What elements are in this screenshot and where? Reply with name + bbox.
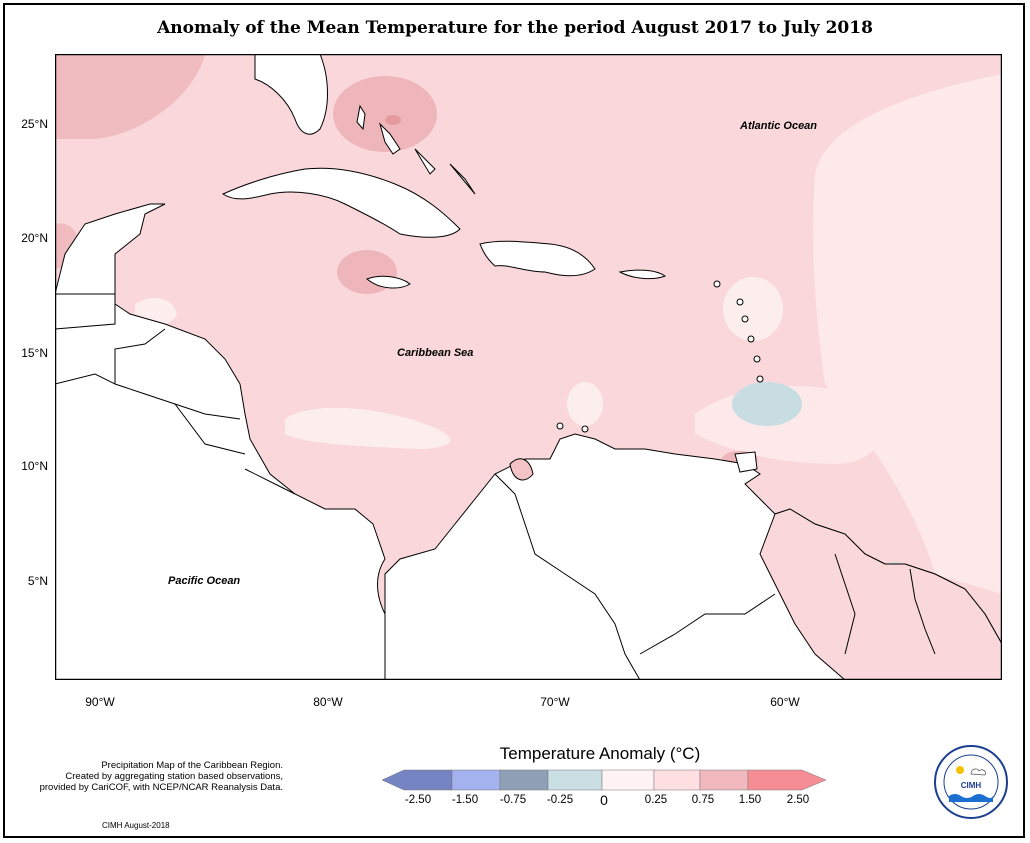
map-border <box>55 54 1002 680</box>
colorbar-bin <box>601 769 655 791</box>
yucatan-box <box>55 293 116 330</box>
cool-spot-grenada <box>732 382 802 426</box>
map-credit: CIMH August-2018 <box>102 821 170 830</box>
figure-frame <box>3 3 1025 838</box>
footnote-line: Created by aggregating station based obs… <box>65 771 283 782</box>
warm-spot-bahamas <box>333 76 437 152</box>
colorbar-tick: -0.75 <box>499 794 527 806</box>
sun-icon <box>956 766 964 774</box>
land-bahamas-2 <box>379 122 401 155</box>
colorbar-tick: -1.50 <box>451 794 479 806</box>
land-puerto-rico <box>618 269 667 280</box>
label-atlantic-ocean: Atlantic Ocean <box>740 120 818 132</box>
legend-title: Temperature Anomaly (°C) <box>499 744 701 763</box>
lat-label-10: 10°N <box>21 459 48 473</box>
land-bahamas-4 <box>449 163 476 195</box>
colorbar-tick: 2.50 <box>786 794 810 806</box>
near-zero-band-caribbean <box>285 407 450 449</box>
lon-label-70: 70°W <box>540 695 570 709</box>
border-venezuela-brazil <box>639 593 776 655</box>
colorbar-bin-lowest <box>382 769 453 791</box>
land-trinidad <box>734 451 758 473</box>
land-central-america <box>55 203 386 680</box>
land-antilles-1 <box>713 280 721 288</box>
land-bahamas-1 <box>356 104 366 131</box>
near-zero-lesser-antilles <box>723 277 783 341</box>
colorbar-tick: 0 <box>600 792 608 808</box>
land-jamaica <box>366 275 411 289</box>
footnote-line: Precipitation Map of the Caribbean Regio… <box>101 760 283 771</box>
map-title: Anomaly of the Mean Temperature for the … <box>157 18 873 38</box>
warm-spot-bahamas-core <box>385 115 401 125</box>
colorbar-bin <box>699 769 749 791</box>
lat-label-25: 25°N <box>21 117 48 131</box>
guianas-anomaly <box>759 508 1002 680</box>
border-nicaragua <box>174 403 246 455</box>
lon-label-60: 60°W <box>770 695 800 709</box>
land-cuba <box>221 167 461 238</box>
venezuela-lake <box>509 458 534 481</box>
wave-icon <box>949 794 993 802</box>
border-suriname-guiana <box>909 568 936 655</box>
border-mexico-guatemala <box>55 328 166 385</box>
colorbar-tick: 1.50 <box>738 794 762 806</box>
land-aruba <box>556 422 564 430</box>
border-costa-rica <box>244 468 296 495</box>
land-antilles-3 <box>741 315 749 323</box>
lat-label-5: 5°N <box>27 574 48 588</box>
colorbar-bin <box>547 769 603 791</box>
colorbar-tick: -2.50 <box>404 794 432 806</box>
land-antilles-2 <box>736 298 744 306</box>
border-colombia-venezuela <box>494 473 641 680</box>
colorbar-bin <box>653 769 701 791</box>
warm-spot-topleft <box>55 54 205 139</box>
lon-label-80: 80°W <box>313 695 343 709</box>
lon-label-90: 90°W <box>85 695 115 709</box>
colorbar-tick: 0.75 <box>691 794 715 806</box>
colorbar-bin <box>451 769 501 791</box>
land-antilles-4 <box>747 335 755 343</box>
label-pacific-ocean: Pacific Ocean <box>168 575 241 587</box>
colorbar <box>382 769 827 791</box>
land-florida <box>254 54 328 135</box>
anomaly-map <box>55 54 1002 680</box>
atlantic-light-zone <box>813 74 1002 594</box>
colorbar-bin <box>499 769 549 791</box>
colorbar-bin-highest <box>747 769 827 791</box>
border-guyana-suriname <box>834 553 856 655</box>
land-hispaniola <box>479 240 596 277</box>
logo-name: CIMH <box>961 781 982 790</box>
land-curacao <box>581 425 589 433</box>
land-bahamas-3 <box>414 148 436 175</box>
lat-label-20: 20°N <box>21 231 48 245</box>
land-antilles-6 <box>756 375 764 383</box>
footnote-line: provided by CariCOF, with NCEP/NCAR Rean… <box>39 782 283 793</box>
cimh-logo: CIMH <box>934 745 1008 819</box>
land-antilles-5 <box>753 355 761 363</box>
map-footnote: Precipitation Map of the Caribbean Regio… <box>8 760 283 793</box>
cloud-icon <box>970 768 986 776</box>
near-zero-aruba <box>567 382 603 426</box>
colorbar-tick: -0.25 <box>546 794 574 806</box>
lat-label-15: 15°N <box>21 346 48 360</box>
label-caribbean-sea: Caribbean Sea <box>397 347 474 359</box>
colorbar-tick: 0.25 <box>644 794 668 806</box>
